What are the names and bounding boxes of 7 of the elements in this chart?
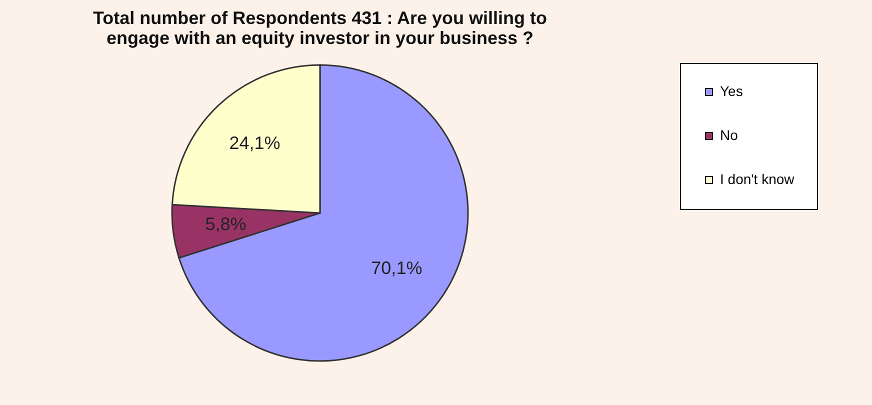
legend-label: I don't know — [720, 171, 796, 187]
chart-title: Total number of Respondents 431 : Are you willing to engage with an equity investor in your business ? — [92, 8, 548, 48]
data-label: 5,8% — [205, 214, 246, 234]
legend-label: Yes — [720, 83, 743, 99]
legend-label: No — [720, 127, 738, 143]
data-label: 70,1% — [371, 258, 422, 278]
data-label: 24,1% — [229, 132, 280, 153]
